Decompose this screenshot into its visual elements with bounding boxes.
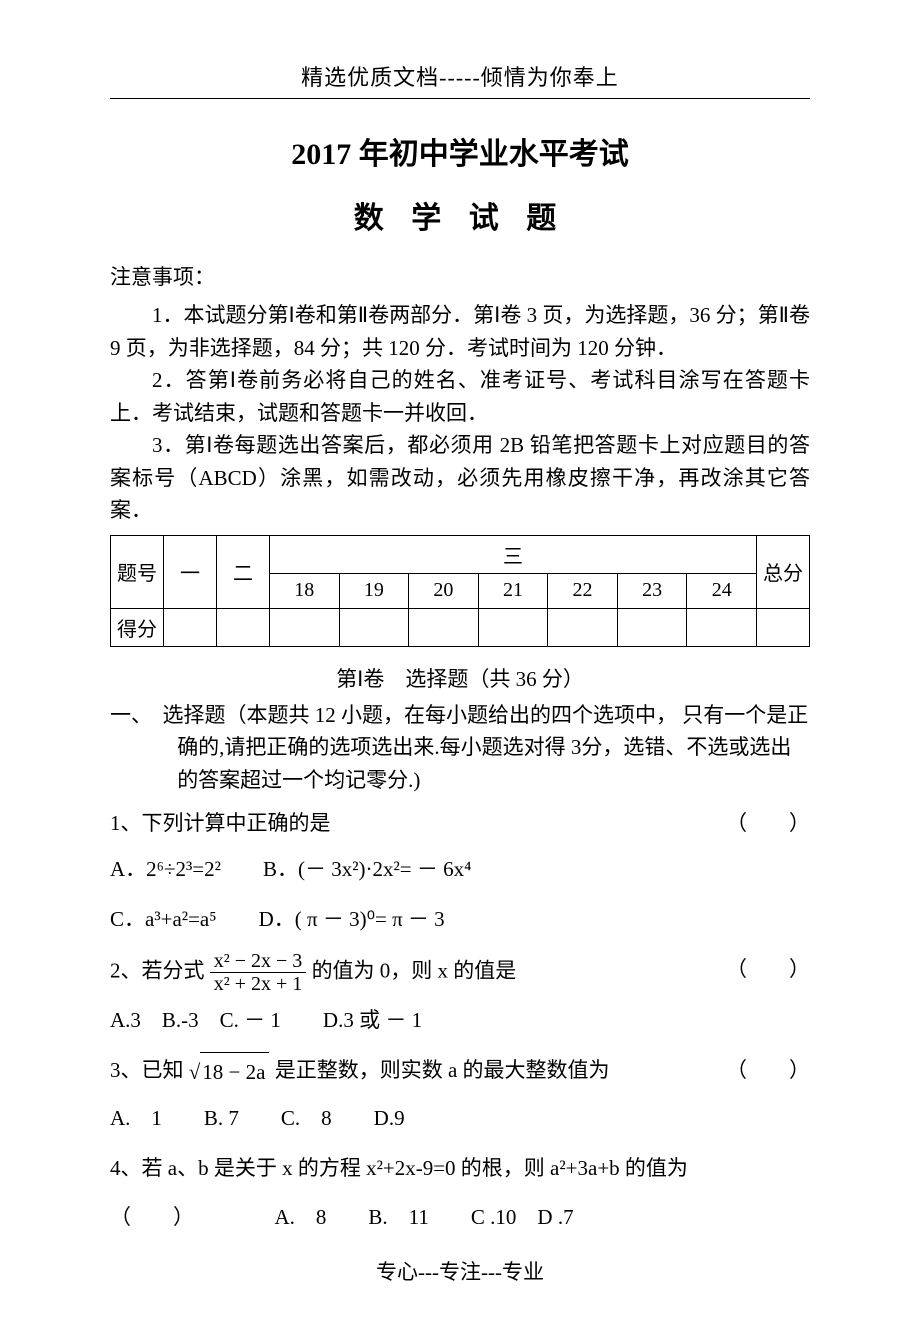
section-1-header: 第Ⅰ卷 选择题（共 36 分） (110, 663, 810, 693)
empty-cell (339, 608, 409, 646)
radicand: 18 − 2a (200, 1052, 269, 1093)
q4-options: A. 8 B. 11 C .10 D .7 (275, 1205, 574, 1229)
header-cell: 得分 (111, 608, 164, 646)
question-1: 1、下列计算中正确的是 （ ） (110, 804, 810, 844)
empty-cell (270, 608, 340, 646)
subheader-cell: 20 (409, 573, 479, 608)
stem-text-a: 一、 选择题（本题共 12 小题，在每小题给出的四个选项中， (110, 703, 677, 727)
page-footer: 专心---专注---专业 (110, 1256, 810, 1286)
answer-paren: （ ） (726, 1051, 810, 1093)
header-cell: 二 (217, 535, 270, 608)
score-table: 题号 一 二 三 总分 18 19 20 21 22 23 24 得分 (110, 535, 810, 647)
subheader-cell: 21 (478, 573, 548, 608)
notice-item: 3．第Ⅰ卷每题选出答案后，都必须用 2B 铅笔把答题卡上对应题目的答案标号（AB… (110, 429, 810, 527)
q1-options-line1: A．2⁶÷2³=2² B．(－ 3x²)·2x²= － 6x⁴ (110, 850, 810, 890)
notice-item: 1．本试题分第Ⅰ卷和第Ⅱ卷两部分．第Ⅰ卷 3 页，为选择题，36 分；第Ⅱ卷 9… (110, 299, 810, 364)
subheader-cell: 24 (687, 573, 757, 608)
page: 精选优质文档-----倾情为你奉上 2017 年初中学业水平考试 数 学 试 题… (0, 0, 920, 1326)
main-title: 2017 年初中学业水平考试 (110, 129, 810, 173)
question-3: 3、已知 √18 − 2a 是正整数，则实数 a 的最大整数值为 （ ） (110, 1051, 810, 1093)
subheader-cell: 22 (548, 573, 618, 608)
fraction: x² − 2x − 3 x² + 2x + 1 (210, 950, 307, 995)
empty-cell (757, 608, 810, 646)
q3-suffix: 是正整数，则实数 a 的最大整数值为 (275, 1058, 610, 1082)
notice-item: 2．答第Ⅰ卷前务必将自己的姓名、准考证号、考试科目涂写在答题卡上．考试结束，试题… (110, 364, 810, 429)
answer-paren: （ ） (726, 804, 810, 844)
answer-paren: （ ） (110, 1205, 194, 1229)
header-cell: 三 (270, 535, 757, 573)
empty-cell (217, 608, 270, 646)
notice-label: 注意事项： (110, 261, 810, 291)
q3-options: A. 1 B. 7 C. 8 D.9 (110, 1099, 810, 1139)
header-cell: 题号 (111, 535, 164, 608)
question-4: 4、若 a、b 是关于 x 的方程 x²+2x-9=0 的根，则 a²+3a+b… (110, 1149, 810, 1189)
sub-title: 数 学 试 题 (110, 193, 810, 237)
q2-body: 2、若分式 x² − 2x − 3 x² + 2x + 1 的值为 0，则 x … (110, 950, 516, 995)
subheader-cell: 23 (617, 573, 687, 608)
q1-options-line2: C．a³+a²=a⁵ D．( π － 3)⁰= π － 3 (110, 900, 810, 940)
empty-cell (409, 608, 479, 646)
empty-cell (478, 608, 548, 646)
fraction-denominator: x² + 2x + 1 (210, 973, 307, 995)
header-cell: 一 (164, 535, 217, 608)
empty-cell (617, 608, 687, 646)
q2-options: A.3 B.-3 C. － 1 D.3 或 － 1 (110, 1001, 810, 1041)
q3-body: 3、已知 √18 − 2a 是正整数，则实数 a 的最大整数值为 (110, 1051, 610, 1093)
section-1-stem: 一、 选择题（本题共 12 小题，在每小题给出的四个选项中， 只有一个是正确的,… (110, 699, 810, 797)
subheader-cell: 19 (339, 573, 409, 608)
empty-cell (548, 608, 618, 646)
q4-line2: （ ） A. 8 B. 11 C .10 D .7 (110, 1198, 810, 1238)
q1-text: 1、下列计算中正确的是 (110, 804, 331, 844)
table-row: 题号 一 二 三 总分 (111, 535, 810, 573)
subheader-cell: 18 (270, 573, 340, 608)
answer-paren: （ ） (726, 950, 810, 995)
square-root: √18 − 2a (189, 1052, 270, 1093)
q3-prefix: 3、已知 (110, 1058, 184, 1082)
running-header: 精选优质文档-----倾情为你奉上 (110, 60, 810, 99)
header-cell: 总分 (757, 535, 810, 608)
question-2: 2、若分式 x² − 2x − 3 x² + 2x + 1 的值为 0，则 x … (110, 950, 810, 995)
empty-cell (687, 608, 757, 646)
table-row: 得分 (111, 608, 810, 646)
q2-suffix: 的值为 0，则 x 的值是 (312, 958, 517, 982)
q2-prefix: 2、若分式 (110, 958, 205, 982)
empty-cell (164, 608, 217, 646)
fraction-numerator: x² − 2x − 3 (210, 950, 307, 973)
